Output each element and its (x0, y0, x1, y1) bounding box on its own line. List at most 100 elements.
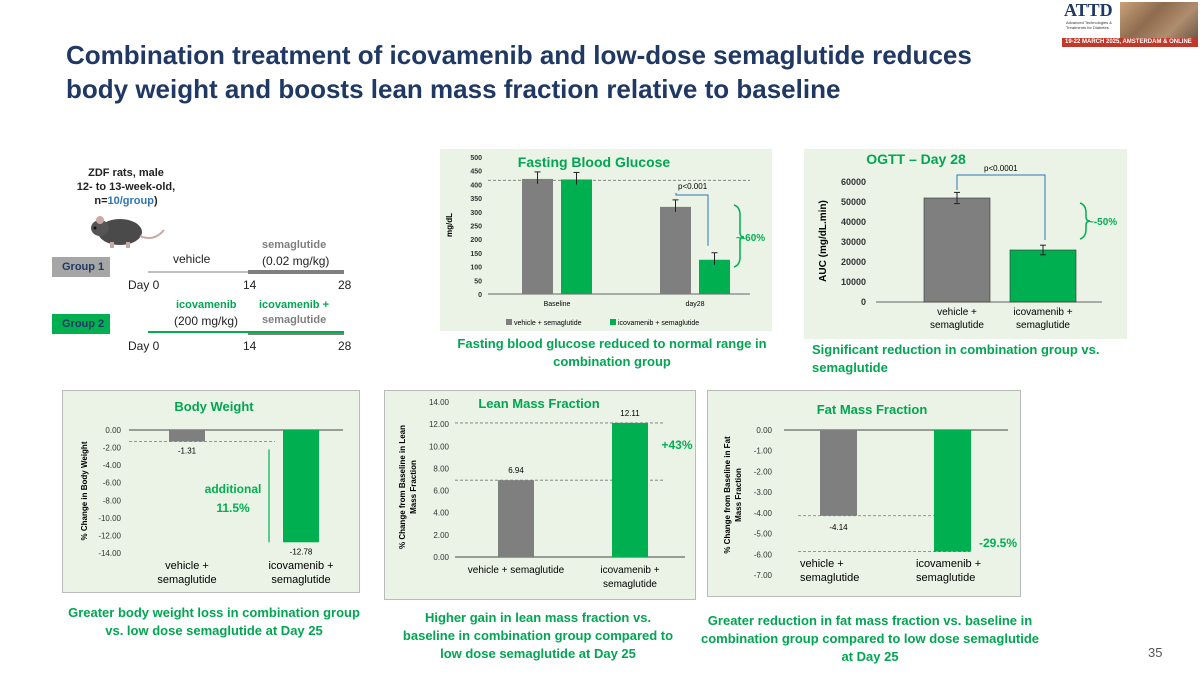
bar (169, 430, 205, 442)
fat-caption: Greater reduction in fat mass fraction v… (700, 613, 1040, 664)
g2-ico-plus: icovamenib + (259, 299, 330, 311)
y-tick-label: 150 (470, 251, 482, 258)
bw-panel: Body Weight 0.00 -2.00 -4.00 -6.00 -8.00 -10.0… (62, 390, 360, 593)
fbg-panel: Fasting Blood Glucose 0 50 100 150 200 250 300 3… (440, 149, 772, 331)
significance-bracket (675, 192, 709, 246)
x-tick-label: icovamenib + (268, 560, 333, 572)
title-line-1: Combination treatment of icovamenib and … (66, 40, 972, 70)
value-label: -12.78 (290, 547, 313, 556)
logo-banner: 19-22 MARCH 2025, AMSTERDAM & ONLINE (1062, 38, 1198, 47)
group2-label: Group 2 (52, 314, 110, 334)
bw-caption: Greater body weight loss in combination … (68, 605, 360, 638)
y-tick-label: -8.00 (103, 496, 122, 505)
group1-label: Group 1 (52, 257, 110, 277)
y-tick-label: 400 (470, 182, 482, 189)
g1-day0: Day 0 (128, 278, 160, 292)
y-tick-label: -6.00 (754, 550, 773, 559)
g2-day14: 14 (243, 339, 257, 353)
y-tick-label: 450 (470, 169, 482, 176)
fat-panel: Fat Mass Fraction 0.00 -1.00 -2.00 -3.00 -4.0… (707, 390, 1021, 597)
y-tick-label: 2.00 (433, 531, 449, 540)
change-label: +43% (661, 438, 692, 452)
y-axis-label: % Change in Body Weight (80, 441, 89, 540)
y-tick-label: -14.00 (98, 549, 121, 558)
bar (820, 430, 857, 516)
x-tick-label: semaglutide (930, 320, 984, 331)
x-tick-label: semaglutide (1016, 320, 1070, 331)
bar (1009, 249, 1077, 303)
x-tick-label: semaglutide (157, 574, 216, 586)
p-value-label: p<0.0001 (984, 164, 1018, 173)
ogtt-panel: OGTT – Day 28 0 10000 20000 30000 40000 50000 6… (804, 149, 1127, 339)
bar (923, 197, 991, 303)
change-label: 11.5% (216, 501, 250, 515)
y-tick-label: 0.00 (105, 426, 121, 435)
y-tick-label: 8.00 (433, 464, 449, 473)
x-tick-label: semaglutide (916, 572, 975, 584)
significance-bracket (956, 174, 1046, 240)
y-tick-label: 60000 (841, 177, 866, 187)
y-tick-label: -10.00 (98, 514, 121, 523)
x-tick-label: Baseline (544, 301, 571, 308)
group2-timeline (148, 331, 344, 335)
bar (522, 178, 553, 294)
g2-day28: 28 (338, 339, 352, 353)
fbg-caption: Fasting blood glucose reduced to normal … (457, 336, 767, 369)
x-tick-label: icovamenib + (600, 565, 659, 576)
chart-title: Lean Mass Fraction (478, 396, 599, 411)
subject-line-2: 12- to 13-week-old, (76, 181, 176, 193)
y-axis-label: Mass Fraction (409, 460, 418, 514)
y-tick-label: -12.00 (98, 531, 121, 540)
bar (660, 206, 691, 294)
x-tick-label: semaglutide (603, 579, 657, 590)
x-tick-label: day28 (685, 301, 704, 308)
slide-title: Combination treatment of icovamenib and … (66, 38, 1086, 106)
lean-chart: Lean Mass Fraction 0.00 2.00 4.00 6.00 8.00 10… (398, 396, 693, 590)
g2-ico-dose: (200 mg/kg) (174, 314, 239, 328)
y-tick-label: 30000 (841, 237, 866, 247)
y-tick-label: 50000 (841, 197, 866, 207)
page-number: 35 (1148, 645, 1163, 660)
y-tick-label: 6.00 (433, 487, 449, 496)
y-tick-label: 250 (470, 224, 482, 231)
n-value: 10/group (107, 195, 154, 207)
ogtt-caption: Significant reduction in combination gro… (812, 342, 1100, 375)
bar (934, 430, 971, 552)
bw-chart: Body Weight 0.00 -2.00 -4.00 -6.00 -8.00 -10.0… (80, 399, 343, 586)
g1-vehicle-label: vehicle (173, 252, 211, 266)
y-tick-label: 350 (470, 196, 482, 203)
change-label: ~-60% (736, 233, 765, 244)
y-tick-label: 100 (470, 265, 482, 272)
chart-title: Body Weight (174, 399, 254, 414)
y-tick-label: -2.00 (754, 467, 773, 476)
x-tick-label: vehicle + (165, 560, 209, 572)
ogtt-chart: OGTT – Day 28 0 10000 20000 30000 40000 50000 6… (818, 151, 1117, 331)
subject-line-3: n=10/group) (66, 194, 186, 208)
chart-title: Fasting Blood Glucose (518, 154, 671, 170)
x-tick-label: vehicle + (937, 307, 977, 318)
lean-caption: Higher gain in lean mass fraction vs. ba… (402, 610, 674, 661)
value-label: -4.14 (829, 523, 848, 532)
fbg-chart: Fasting Blood Glucose 0 50 100 150 200 250 300 3… (445, 154, 765, 327)
x-tick-label: icovamenib + (1013, 307, 1072, 318)
chart-title: OGTT – Day 28 (866, 151, 966, 167)
legend-label: vehicle + semaglutide (514, 320, 582, 327)
change-label: -29.5% (979, 536, 1017, 550)
subject-description: ZDF rats, male 12- to 13-week-old, n=10/… (66, 166, 186, 208)
logo-subtitle: Advanced Technologies & Treatments for D… (1066, 20, 1112, 30)
y-tick-label: -3.00 (754, 488, 773, 497)
y-tick-label: 0 (861, 297, 866, 307)
y-tick-label: -2.00 (103, 444, 122, 453)
y-tick-label: -7.00 (754, 571, 773, 580)
value-label: 6.94 (508, 466, 524, 475)
change-brace (733, 204, 745, 268)
bar (612, 422, 648, 557)
group1-timeline (148, 270, 344, 274)
y-tick-label: 0 (478, 292, 482, 299)
x-tick-label: vehicle + semaglutide (468, 565, 565, 576)
y-tick-label: -6.00 (103, 479, 122, 488)
y-tick-label: 20000 (841, 257, 866, 267)
value-label: 12.11 (620, 409, 640, 418)
y-tick-label: -4.00 (103, 461, 122, 470)
y-tick-label: 10000 (841, 277, 866, 287)
